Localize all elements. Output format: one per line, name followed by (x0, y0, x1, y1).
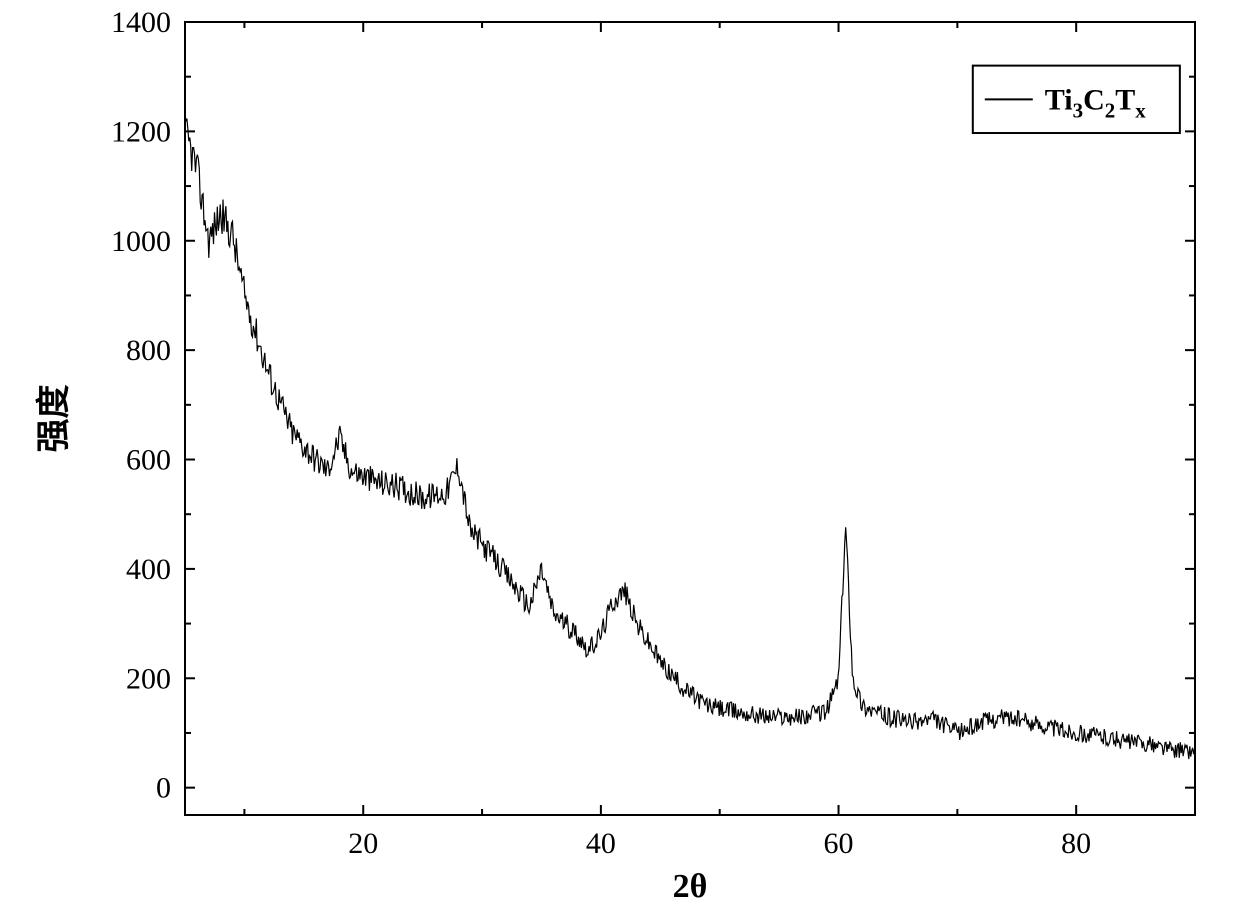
chart-svg: 2040608002004006008001000120014002θ强度Ti3… (0, 0, 1239, 915)
legend-label: Ti3C2Tx (1045, 83, 1147, 122)
y-tick-label: 800 (126, 334, 171, 367)
x-tick-label: 80 (1061, 827, 1091, 860)
xrd-series (185, 115, 1195, 759)
y-tick-label: 1400 (111, 6, 171, 39)
xrd-chart: 2040608002004006008001000120014002θ强度Ti3… (0, 0, 1239, 915)
y-tick-label: 1000 (111, 225, 171, 258)
x-tick-label: 60 (824, 827, 854, 860)
y-tick-label: 200 (126, 662, 171, 695)
y-axis-label: 强度 (35, 385, 73, 453)
x-tick-label: 20 (348, 827, 378, 860)
x-axis-label: 2θ (673, 868, 708, 905)
y-tick-label: 600 (126, 444, 171, 477)
y-tick-label: 400 (126, 553, 171, 586)
y-tick-label: 1200 (111, 115, 171, 148)
x-tick-label: 40 (586, 827, 616, 860)
y-tick-label: 0 (156, 772, 171, 805)
